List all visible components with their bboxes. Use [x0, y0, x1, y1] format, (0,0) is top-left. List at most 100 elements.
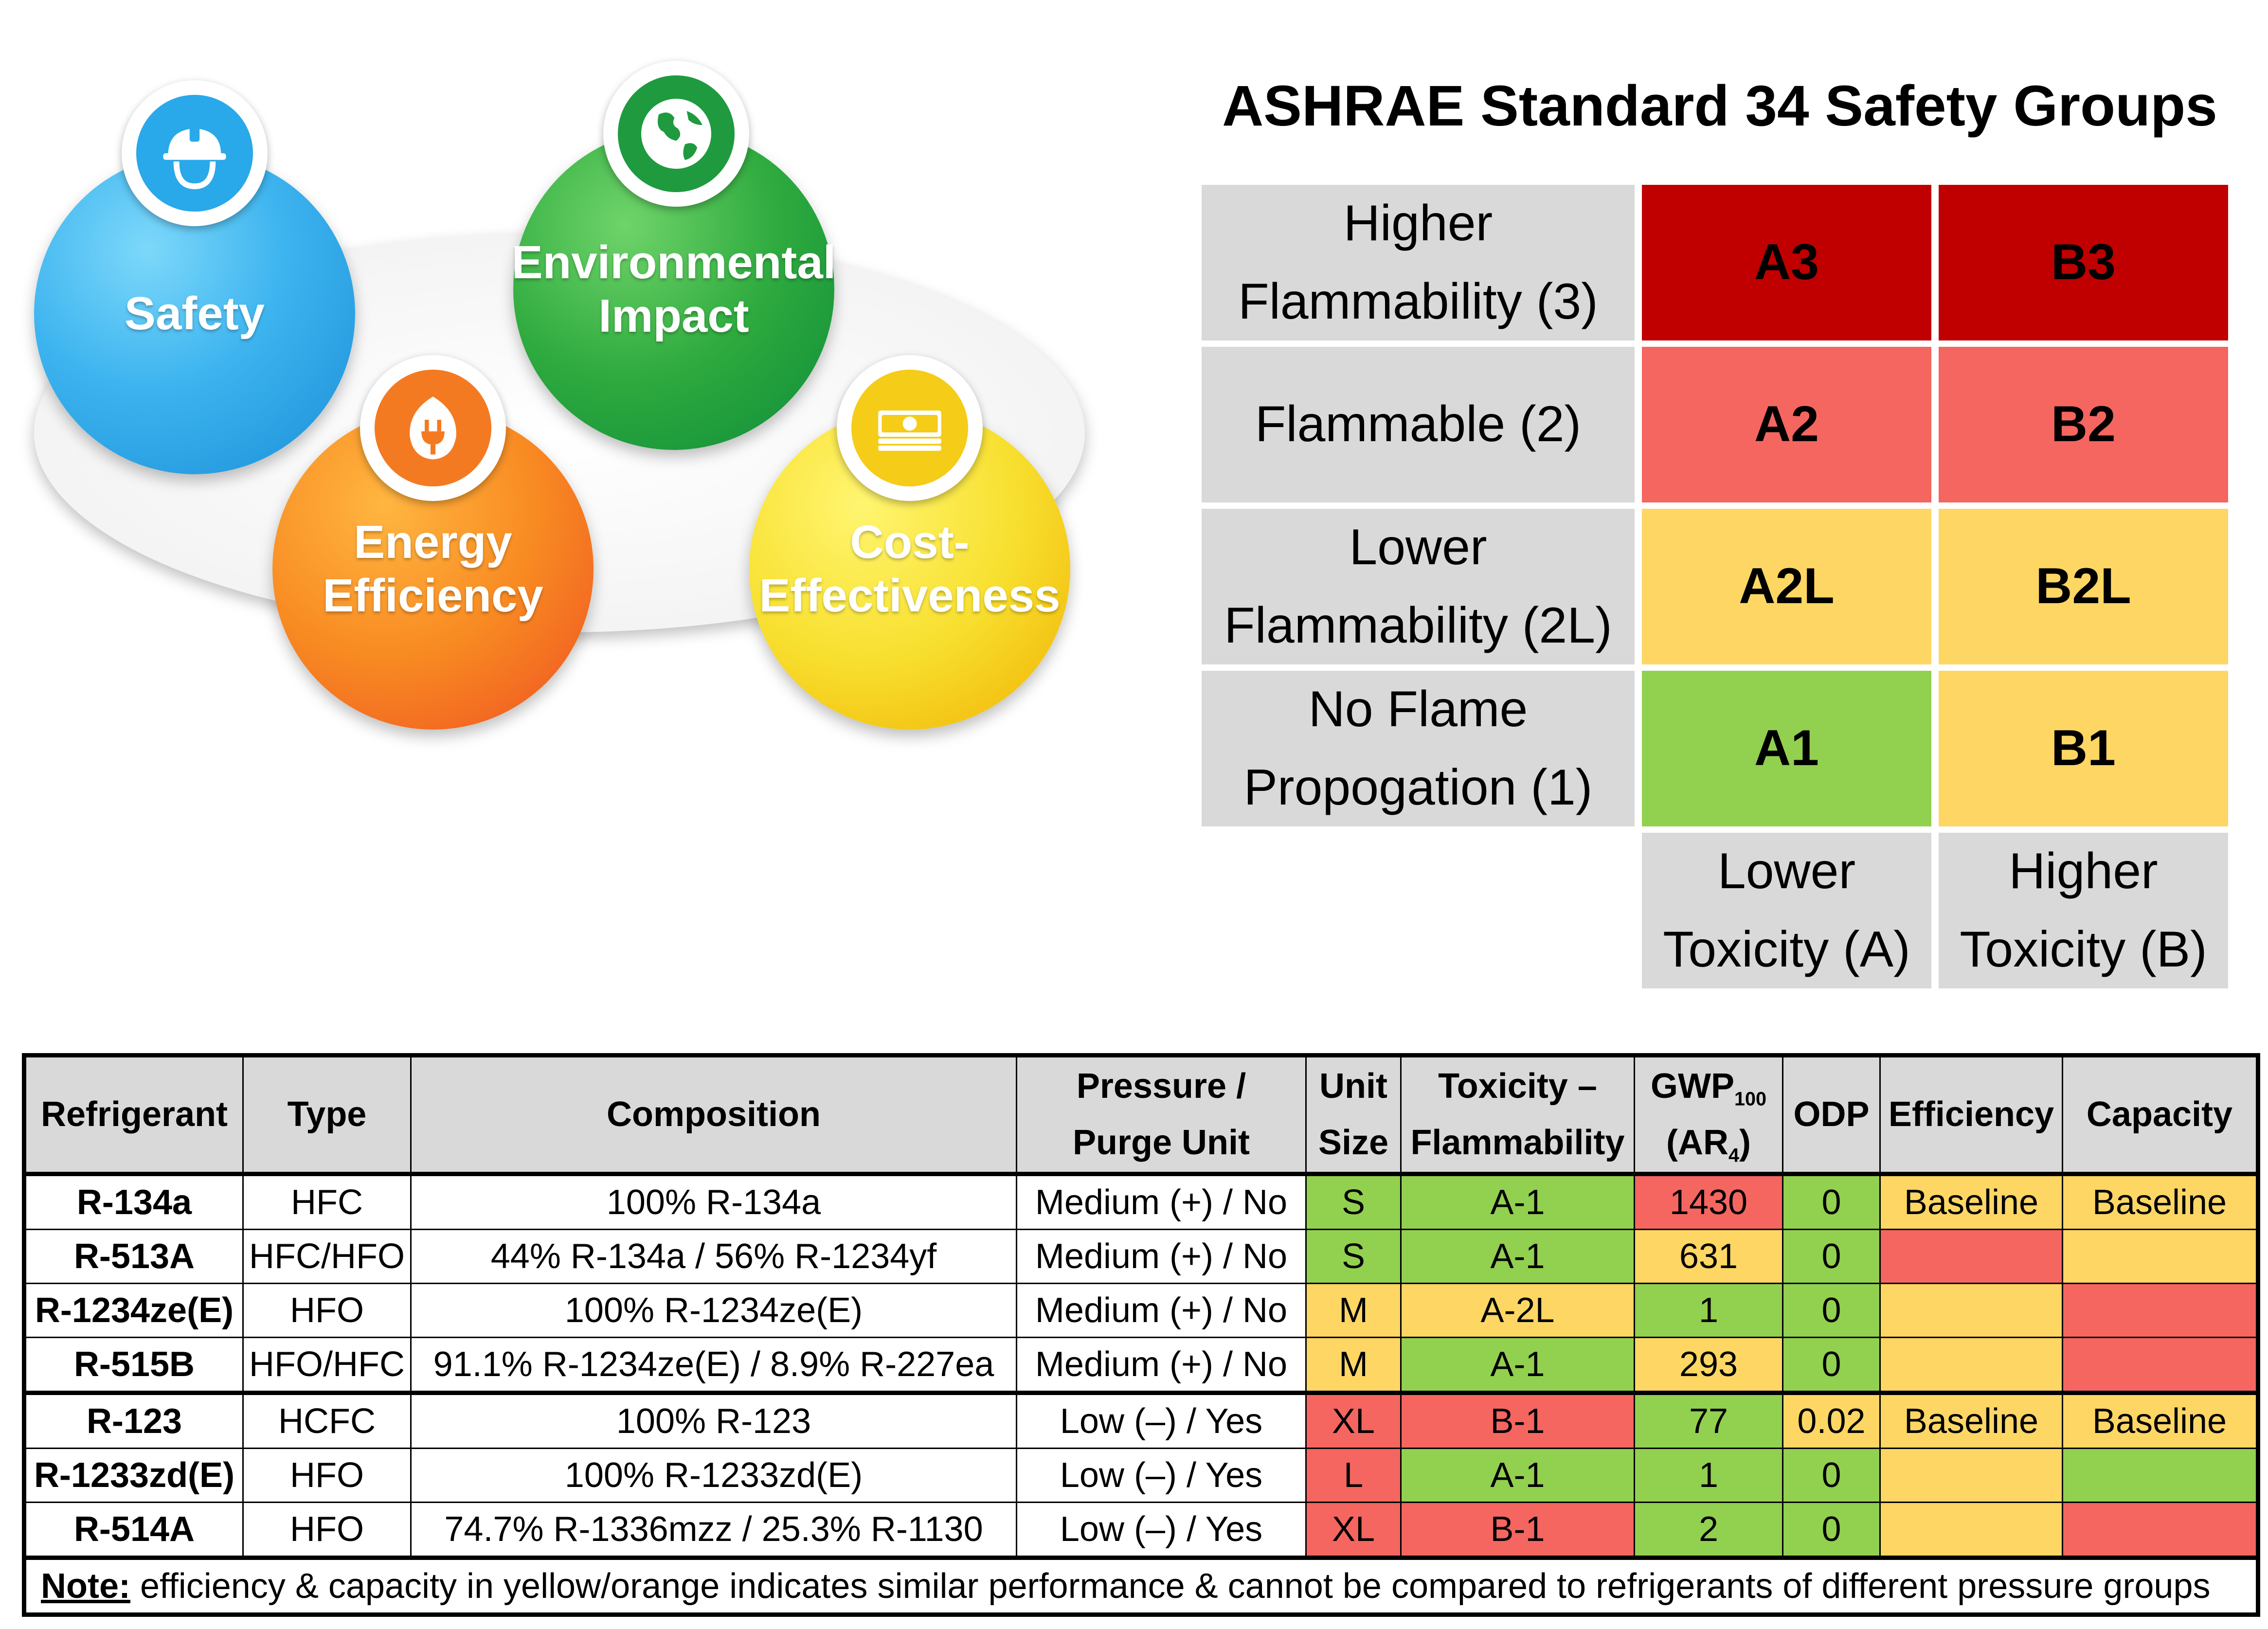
cell-type: HFO/HFC	[242, 1337, 412, 1394]
header-type: Type	[242, 1055, 412, 1176]
energy-label-line1: Energy	[354, 516, 512, 568]
cell-pressure: Medium (+) / No	[1016, 1283, 1307, 1338]
cell-odp: 0	[1782, 1337, 1881, 1394]
col-label-higher-toxicity: Higher Toxicity (B)	[1939, 833, 2228, 988]
cell-unit-size: L	[1305, 1448, 1402, 1503]
header-odp: ODP	[1782, 1055, 1881, 1176]
safety-groups-title: ASHRAE Standard 34 Safety Groups	[1222, 74, 2217, 138]
header-pressure: Pressure / Purge Unit	[1016, 1055, 1307, 1176]
environmental-label-line2: Impact	[598, 290, 749, 342]
cell-toxicity: B-1	[1400, 1502, 1635, 1558]
header-gwp: GWP100 (AR4)	[1634, 1055, 1783, 1176]
cell-capacity: Baseline	[2062, 1173, 2259, 1230]
header-composition: Composition	[410, 1055, 1017, 1176]
globe-icon	[641, 99, 711, 169]
row-label-flammable: Flammable (2)	[1202, 347, 1635, 502]
table-row: R-515B HFO/HFC 91.1% R-1234ze(E) / 8.9% …	[23, 1337, 2259, 1394]
cell-capacity	[2062, 1337, 2259, 1394]
cell-refrigerant: R-513A	[23, 1229, 244, 1284]
cell-pressure: Low (–) / Yes	[1016, 1502, 1307, 1558]
priorities-diagram: Safety Environmental Impact	[24, 58, 1095, 764]
cell-gwp: 1	[1634, 1448, 1783, 1503]
cell-odp: 0	[1782, 1229, 1881, 1284]
cell-type: HCFC	[242, 1391, 412, 1449]
cell-odp: 0	[1782, 1502, 1881, 1558]
cost-badge	[837, 355, 983, 501]
cell-toxicity: A-1	[1400, 1173, 1635, 1230]
cell-composition: 91.1% R-1234ze(E) / 8.9% R-227ea	[410, 1337, 1017, 1394]
header-capacity: Capacity	[2062, 1055, 2259, 1176]
cell-type: HFO	[242, 1283, 412, 1338]
header-unit-size: Unit Size	[1305, 1055, 1402, 1176]
table-row: R-123 HCFC 100% R-123 Low (–) / Yes XL B…	[23, 1391, 2259, 1449]
cell-toxicity: A-1	[1400, 1448, 1635, 1503]
row-label-higher-flammability: Higher Flammability (3)	[1202, 185, 1635, 340]
cell-gwp: 2	[1634, 1502, 1783, 1558]
group-cell-b2: B2	[1939, 347, 2228, 502]
cell-toxicity: B-1	[1400, 1391, 1635, 1449]
group-cell-b1: B1	[1939, 671, 2228, 826]
cell-unit-size: S	[1305, 1173, 1402, 1230]
cell-unit-size: S	[1305, 1229, 1402, 1284]
refrigerant-table: Refrigerant Type Composition Pressure / P…	[22, 1053, 2260, 1617]
cell-toxicity: A-1	[1400, 1337, 1635, 1394]
cell-refrigerant: R-134a	[23, 1173, 244, 1230]
cell-gwp: 293	[1634, 1337, 1783, 1394]
cell-composition: 44% R-134a / 56% R-1234yf	[410, 1229, 1017, 1284]
cell-unit-size: XL	[1305, 1502, 1402, 1558]
cell-toxicity: A-2L	[1400, 1283, 1635, 1338]
energy-label-line2: Efficiency	[323, 570, 543, 622]
cell-odp: 0	[1782, 1173, 1881, 1230]
cell-pressure: Medium (+) / No	[1016, 1337, 1307, 1394]
table-row: R-134a HFC 100% R-134a Medium (+) / No S…	[23, 1173, 2259, 1230]
group-cell-a2l: A2L	[1642, 509, 1931, 664]
cost-label-line2: Effectiveness	[759, 570, 1061, 622]
cell-type: HFC/HFO	[242, 1229, 412, 1284]
cell-efficiency	[1879, 1229, 2063, 1284]
cell-efficiency	[1879, 1283, 2063, 1338]
cell-gwp: 1	[1634, 1283, 1783, 1338]
cell-pressure: Medium (+) / No	[1016, 1173, 1307, 1230]
cell-composition: 74.7% R-1336mzz / 25.3% R-1130	[410, 1502, 1017, 1558]
cell-efficiency	[1879, 1502, 2063, 1558]
table-row: R-513A HFC/HFO 44% R-134a / 56% R-1234yf…	[23, 1229, 2259, 1284]
group-cell-b3: B3	[1939, 185, 2228, 340]
cell-refrigerant: R-123	[23, 1391, 244, 1449]
cell-refrigerant: R-1234ze(E)	[23, 1283, 244, 1338]
cell-toxicity: A-1	[1400, 1229, 1635, 1284]
table-row: R-1233zd(E) HFO 100% R-1233zd(E) Low (–)…	[23, 1448, 2259, 1503]
group-cell-a1: A1	[1642, 671, 1931, 826]
table-header-row: Refrigerant Type Composition Pressure / P…	[23, 1055, 2259, 1176]
cell-efficiency: Baseline	[1879, 1391, 2063, 1449]
cell-composition: 100% R-123	[410, 1391, 1017, 1449]
row-label-lower-flammability: Lower Flammability (2L)	[1202, 509, 1635, 664]
cell-capacity	[2062, 1283, 2259, 1338]
group-cell-a3: A3	[1642, 185, 1931, 340]
cell-refrigerant: R-515B	[23, 1337, 244, 1394]
cell-refrigerant: R-514A	[23, 1502, 244, 1558]
cell-gwp: 1430	[1634, 1173, 1783, 1230]
environmental-badge	[603, 61, 749, 207]
cell-composition: 100% R-1233zd(E)	[410, 1448, 1017, 1503]
note-label: Note:	[41, 1567, 130, 1606]
cell-capacity	[2062, 1229, 2259, 1284]
cell-odp: 0	[1782, 1283, 1881, 1338]
header-efficiency: Efficiency	[1879, 1055, 2063, 1176]
safety-badge	[122, 80, 268, 226]
row-label-no-flame: No Flame Propogation (1)	[1202, 671, 1635, 826]
cell-type: HFC	[242, 1173, 412, 1230]
header-refrigerant: Refrigerant	[23, 1055, 244, 1176]
cell-composition: 100% R-1234ze(E)	[410, 1283, 1017, 1338]
cell-gwp: 631	[1634, 1229, 1783, 1284]
cell-odp: 0	[1782, 1448, 1881, 1503]
cell-refrigerant: R-1233zd(E)	[23, 1448, 244, 1503]
table-row: R-514A HFO 74.7% R-1336mzz / 25.3% R-113…	[23, 1502, 2259, 1558]
table-note: Note: efficiency & capacity in yellow/or…	[23, 1556, 2259, 1615]
cell-capacity	[2062, 1502, 2259, 1558]
cell-pressure: Low (–) / Yes	[1016, 1391, 1307, 1449]
cell-efficiency: Baseline	[1879, 1173, 2063, 1230]
col-label-lower-toxicity: Lower Toxicity (A)	[1642, 833, 1931, 988]
table-row: R-1234ze(E) HFO 100% R-1234ze(E) Medium …	[23, 1283, 2259, 1338]
cell-gwp: 77	[1634, 1391, 1783, 1449]
note-text: efficiency & capacity in yellow/orange i…	[130, 1567, 2211, 1606]
